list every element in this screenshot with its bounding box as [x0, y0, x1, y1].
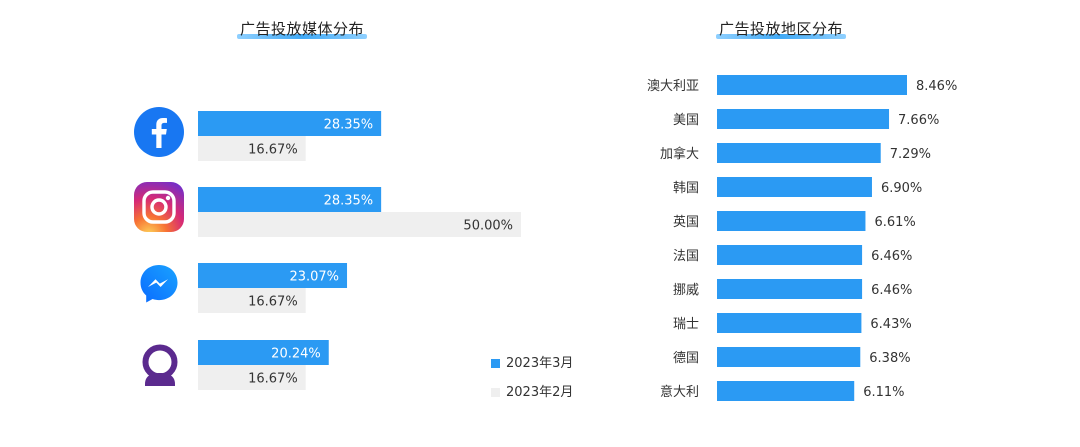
region-label-2: 加拿大	[660, 146, 699, 162]
legend-swatch-feb	[491, 388, 500, 397]
region-label-1: 美国	[673, 113, 699, 128]
bar-march-3	[198, 340, 329, 365]
region-bar-7	[717, 313, 862, 333]
instagram-icon	[134, 182, 184, 236]
bar-label-march-3: 20.24%	[271, 347, 321, 362]
region-value-1: 7.66%	[898, 113, 939, 128]
region-value-7: 6.43%	[870, 317, 911, 332]
region-label-6: 挪威	[673, 283, 699, 298]
facebook-icon	[134, 107, 184, 161]
bar-feb-3	[198, 365, 306, 390]
region-bar-8	[717, 347, 861, 367]
region-bar-1	[717, 109, 890, 129]
bar-label-march-1: 28.35%	[324, 194, 374, 209]
region-value-3: 6.90%	[881, 181, 922, 196]
bar-march-2	[198, 263, 348, 288]
region-value-4: 6.61%	[874, 215, 915, 230]
region-value-2: 7.29%	[890, 147, 931, 162]
bar-march-0	[198, 111, 382, 136]
region-value-8: 6.38%	[869, 351, 910, 366]
region-bar-2	[717, 143, 881, 163]
region-label-3: 韩国	[673, 181, 699, 196]
region-bar-9	[717, 381, 855, 401]
region-label-8: 德国	[673, 351, 699, 366]
region-bar-6	[717, 279, 863, 299]
legend-label-feb: 2023年2月	[506, 385, 574, 400]
region-bar-4	[717, 211, 866, 231]
region-bar-3	[717, 177, 872, 197]
media-chart: 28.35% 16.67% 28.35% 50.00% 23.07% 16.67% 20.2…	[198, 111, 521, 390]
region-value-6: 6.46%	[871, 283, 912, 298]
legend-swatch-march	[491, 359, 500, 368]
bar-label-feb-2: 16.67%	[248, 295, 298, 310]
legend-feb: 2023年2月	[491, 381, 573, 400]
region-value-9: 6.11%	[863, 385, 904, 400]
bar-label-march-2: 23.07%	[289, 270, 339, 285]
region-label-0: 澳大利亚	[647, 78, 699, 94]
media-chart-title: 广告投放媒体分布	[237, 18, 368, 39]
region-label-9: 意大利	[660, 384, 699, 400]
region-value-0: 8.46%	[916, 79, 957, 94]
bar-label-feb-3: 16.67%	[248, 372, 298, 387]
bar-feb-0	[198, 136, 306, 161]
region-bar-5	[717, 245, 863, 265]
bar-feb-2	[198, 288, 306, 313]
bar-march-1	[198, 187, 382, 212]
region-label-7: 瑞士	[673, 317, 699, 332]
bar-label-feb-0: 16.67%	[248, 143, 298, 158]
legend-label-march: 2023年3月	[506, 356, 574, 371]
bar-label-feb-1: 50.00%	[463, 219, 513, 234]
region-label-4: 英国	[673, 215, 699, 230]
region-value-5: 6.46%	[871, 249, 912, 264]
legend-march: 2023年3月	[491, 352, 573, 371]
audience-network-icon	[137, 342, 183, 392]
region-label-5: 法国	[673, 249, 699, 264]
messenger-icon	[137, 262, 181, 310]
bar-feb-1	[198, 212, 521, 237]
region-chart-title: 广告投放地区分布	[716, 18, 847, 39]
bar-label-march-0: 28.35%	[324, 118, 374, 133]
region-bar-0	[717, 75, 907, 95]
